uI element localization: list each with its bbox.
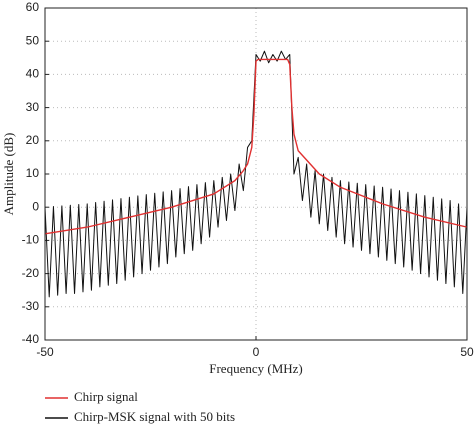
y-tick-label: 50 (26, 33, 40, 47)
legend-label: Chirp-MSK signal with 50 bits (74, 409, 235, 424)
y-tick-label: 20 (26, 133, 40, 147)
y-tick-label: 30 (26, 100, 40, 114)
y-tick-label: -40 (22, 332, 40, 346)
y-tick-label: 0 (32, 199, 39, 213)
x-tick-label: -50 (36, 345, 54, 359)
x-axis-label: Frequency (MHz) (209, 361, 303, 376)
x-tick-label: 50 (460, 345, 474, 359)
data-line (44, 50, 468, 298)
data-line (44, 58, 468, 235)
y-tick-label: -10 (22, 233, 40, 247)
legend-label: Chirp signal (74, 389, 138, 404)
x-tick-label: 0 (253, 345, 260, 359)
y-tick-label: -30 (22, 299, 40, 313)
y-tick-label: -20 (22, 266, 40, 280)
y-tick-label: 60 (26, 0, 40, 14)
y-tick-label: 40 (26, 67, 40, 81)
plot-frame (44, 7, 468, 341)
y-axis-label: Amplitude (dB) (1, 133, 16, 216)
y-tick-label: 10 (26, 166, 40, 180)
